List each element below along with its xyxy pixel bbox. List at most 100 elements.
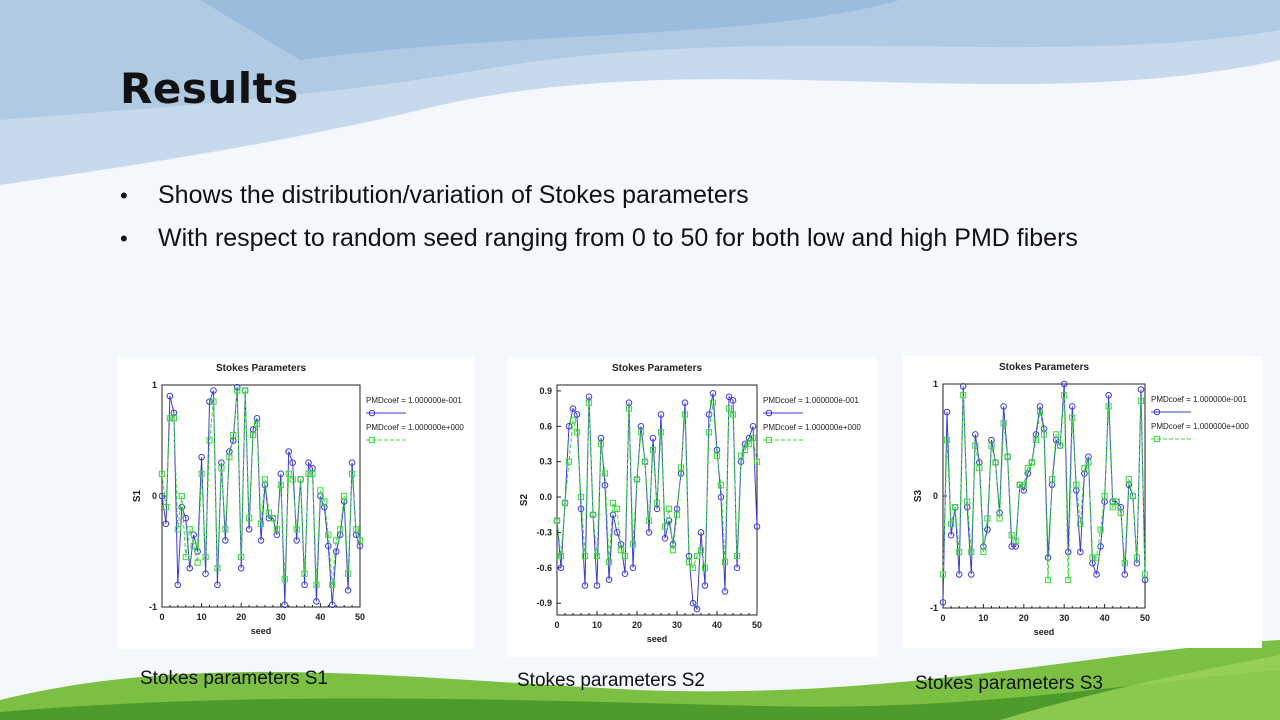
- data-point-square: [261, 476, 269, 483]
- data-point-square: [992, 459, 999, 466]
- chart-s2: Stokes Parameters 0 10 20 30 40 50 0.9 0.6 0.3 0.0…: [519, 363, 861, 644]
- data-point-circle: [245, 526, 253, 533]
- data-point-circle: [621, 570, 629, 578]
- data-point-circle: [661, 535, 669, 542]
- data-point-square: [1121, 560, 1128, 567]
- data-point-square: [198, 470, 205, 477]
- data-point-circle: [577, 505, 585, 513]
- data-point-circle: [629, 564, 637, 572]
- data-point-square: [242, 387, 249, 394]
- x-tick-label: 40: [1100, 613, 1110, 623]
- legend-marker-circle: [1153, 408, 1161, 416]
- data-point-circle: [328, 601, 336, 609]
- data-point-square: [976, 464, 983, 472]
- data-point-circle: [1105, 391, 1112, 399]
- data-point-square: [649, 446, 657, 453]
- data-point-square: [297, 476, 304, 483]
- data-point-circle: [581, 582, 589, 589]
- data-point-circle: [613, 529, 621, 536]
- data-point-circle: [697, 529, 705, 536]
- data-point-square: [202, 553, 209, 561]
- data-point-square: [685, 558, 693, 566]
- data-point-square: [194, 559, 201, 566]
- data-point-square: [352, 526, 360, 533]
- data-point-square: [174, 526, 181, 533]
- data-point-square: [285, 470, 292, 477]
- data-point-square: [943, 436, 951, 444]
- data-point-square: [281, 576, 288, 583]
- caption-s2: Stokes parameters S2: [517, 670, 705, 691]
- data-point-circle: [943, 408, 951, 416]
- bullet-dot-icon: •: [120, 183, 128, 208]
- data-point-square: [673, 511, 681, 518]
- data-point-circle: [569, 405, 577, 412]
- data-point-square: [186, 526, 193, 533]
- bullet-item: • Shows the distribution/variation of St…: [120, 180, 1165, 211]
- data-point-square: [733, 552, 741, 560]
- data-point-circle: [573, 411, 581, 418]
- data-point-square: [329, 581, 336, 588]
- data-point-square: [246, 515, 253, 522]
- data-point-circle: [162, 520, 170, 528]
- caption-s1: Stokes parameters S1: [140, 668, 328, 689]
- data-point-square: [345, 570, 352, 577]
- legend-label: PMDcoef = 1.000000e-001: [366, 396, 462, 405]
- y-tick-label: -1: [930, 603, 938, 613]
- data-point-square: [1020, 481, 1027, 488]
- data-point-square: [1036, 408, 1044, 416]
- data-point-circle: [233, 383, 241, 391]
- x-tick-label: 50: [752, 620, 762, 630]
- data-point-square: [249, 431, 257, 439]
- series-line-high-pmd: [556, 402, 758, 569]
- data-point-square: [337, 526, 344, 533]
- data-point-circle: [325, 542, 332, 550]
- x-tick-label: 40: [712, 620, 722, 630]
- chart-panel-s2: Stokes Parameters 0 10 20 30 40 50 0.9 0.6 0.3 0.0…: [507, 357, 877, 657]
- data-point-square: [1073, 481, 1080, 488]
- data-point-square: [293, 526, 300, 533]
- data-point-square: [1105, 403, 1112, 410]
- data-point-circle: [237, 564, 245, 572]
- y-tick-label: 0.6: [539, 421, 552, 431]
- y-tick-label: 0: [933, 491, 938, 501]
- data-point-square: [158, 470, 166, 477]
- data-point-circle: [210, 387, 217, 394]
- data-point-square: [1048, 476, 1056, 483]
- x-tick-label: 20: [632, 620, 642, 630]
- data-point-square: [309, 470, 316, 477]
- data-point-circle: [344, 587, 352, 594]
- data-point-square: [701, 564, 709, 571]
- data-point-square: [162, 504, 170, 511]
- data-point-square: [661, 523, 669, 530]
- y-tick-label: -1: [149, 602, 157, 612]
- data-point-square: [182, 553, 189, 561]
- data-point-square: [753, 458, 761, 465]
- data-point-square: [601, 470, 609, 477]
- data-point-circle: [665, 517, 673, 524]
- data-point-square: [206, 437, 213, 444]
- data-point-circle: [348, 459, 356, 466]
- data-point-circle: [593, 582, 601, 589]
- y-tick-label: 0.3: [539, 457, 552, 467]
- data-point-square: [273, 526, 280, 533]
- data-point-circle: [721, 588, 729, 595]
- data-point-square: [222, 526, 229, 533]
- data-point-square: [348, 470, 356, 477]
- data-point-circle: [202, 570, 209, 577]
- bullet-dot-icon: •: [120, 226, 128, 251]
- data-point-square: [633, 476, 641, 483]
- data-point-square: [713, 452, 721, 459]
- data-point-square: [1044, 576, 1052, 584]
- data-point-square: [1089, 554, 1096, 561]
- data-point-square: [947, 520, 955, 528]
- data-point-square: [210, 398, 217, 405]
- data-point-square: [325, 531, 332, 538]
- data-point-square: [725, 405, 733, 412]
- legend-label: PMDcoef = 1.000000e+000: [1151, 422, 1249, 431]
- data-point-circle: [1068, 403, 1076, 410]
- data-point-square: [737, 452, 745, 459]
- data-point-square: [597, 440, 605, 448]
- data-point-circle: [609, 511, 617, 519]
- data-point-square: [964, 498, 971, 505]
- data-point-square: [1137, 397, 1145, 404]
